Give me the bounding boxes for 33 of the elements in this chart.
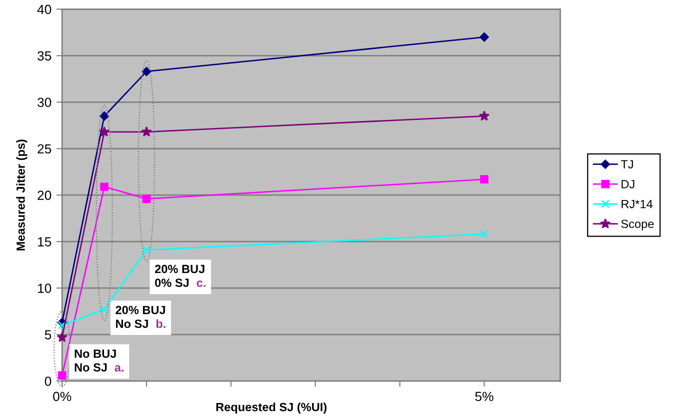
x-tick-label: 5%: [475, 392, 494, 402]
annotation: 20% BUJ 0% SJ c.: [154, 264, 206, 287]
annotation: No BUJ No SJ a.: [74, 350, 124, 372]
x-tick-label: 0%: [53, 392, 72, 402]
y-tick-label: 30: [38, 98, 52, 108]
annotation: 20% BUJ No SJ b.: [116, 306, 166, 328]
point: [141, 126, 152, 137]
point: [99, 126, 110, 137]
y-tick-label: 35: [38, 51, 52, 61]
legend-label: RJ*14: [622, 200, 653, 208]
point: [142, 246, 151, 254]
y-axis-title: Measured Jitter (ps): [16, 140, 28, 250]
y-tick-label: 0: [44, 376, 52, 386]
point: [100, 111, 109, 121]
y-tick-label: 20: [38, 190, 52, 200]
y-tick-label: 25: [38, 144, 52, 154]
point: [100, 305, 108, 314]
legend-label: TJ: [620, 160, 633, 168]
y-tick-label: 15: [38, 237, 52, 246]
y-tick-label: 5: [44, 330, 52, 340]
point: [58, 321, 66, 330]
point: [480, 32, 489, 42]
point: [478, 110, 490, 121]
point: [480, 175, 488, 184]
y-tick-label: 10: [38, 284, 52, 293]
point: [142, 194, 151, 203]
point: [142, 66, 152, 76]
legend-label: DJ: [622, 180, 634, 188]
y-tick-label: 40: [37, 4, 52, 14]
x-axis-title: Requested SJ (%UI): [216, 402, 326, 414]
point: [480, 230, 488, 238]
legend-label: Scope: [621, 220, 654, 230]
point: [100, 182, 108, 191]
